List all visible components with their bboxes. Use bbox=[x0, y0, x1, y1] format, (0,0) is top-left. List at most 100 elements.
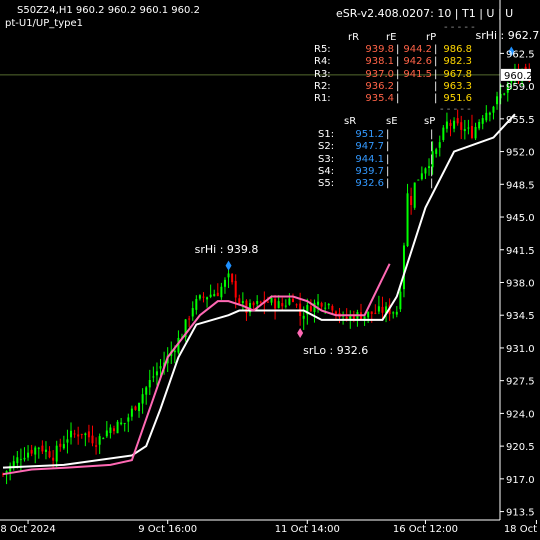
candle-body bbox=[492, 106, 495, 113]
candle-body bbox=[241, 301, 244, 304]
candle-body bbox=[159, 366, 162, 369]
price-tick-label: 959.0 bbox=[506, 82, 535, 93]
candle-body bbox=[195, 299, 198, 310]
candle-body bbox=[424, 168, 427, 174]
candle-body bbox=[334, 311, 337, 315]
price-tick-label: 927.5 bbox=[506, 377, 535, 388]
candle-body bbox=[105, 430, 108, 437]
resistance-row-label: R5: bbox=[314, 44, 331, 55]
candle-body bbox=[109, 427, 112, 434]
candle-body bbox=[223, 279, 226, 287]
candle-body bbox=[309, 306, 312, 312]
candle-body bbox=[238, 298, 241, 304]
swing-low-label: srLo : 932.6 bbox=[303, 343, 369, 357]
candle-body bbox=[252, 302, 255, 306]
resistance-header-rE: rE bbox=[386, 32, 397, 43]
support-row-label: S4: bbox=[318, 165, 335, 177]
candle-body bbox=[44, 449, 47, 452]
candle-body bbox=[12, 461, 15, 469]
candle-body bbox=[460, 122, 463, 130]
candle-body bbox=[234, 280, 237, 298]
support-row-label: S5: bbox=[318, 178, 335, 190]
resistance-rR-value: 938.1 bbox=[365, 56, 394, 68]
candle-body bbox=[406, 193, 409, 247]
table-separator: | bbox=[430, 178, 434, 190]
table-separator: | bbox=[434, 68, 438, 80]
candle-body bbox=[302, 315, 305, 319]
candle-body bbox=[191, 308, 194, 317]
price-tick-label: 962.5 bbox=[506, 49, 535, 60]
candle-body bbox=[52, 457, 55, 461]
candle-body bbox=[9, 465, 12, 472]
candle-body bbox=[506, 83, 509, 93]
candle-body bbox=[37, 447, 40, 449]
candle-body bbox=[127, 417, 130, 422]
candle-body bbox=[284, 305, 287, 307]
price-tick-label: 938.0 bbox=[506, 278, 535, 289]
resistance-row-label: R1: bbox=[314, 93, 331, 105]
candle-body bbox=[456, 118, 459, 124]
candle-body bbox=[134, 406, 137, 410]
candle-body bbox=[478, 121, 481, 129]
resistance-rE-value: 944.2 bbox=[403, 44, 432, 55]
candle-body bbox=[291, 298, 294, 303]
resistance-rR-value: 936.2 bbox=[365, 80, 394, 92]
current-price-box bbox=[501, 68, 531, 81]
time-tick-label: 16 Oct 12:00 bbox=[393, 524, 458, 535]
candle-body bbox=[220, 286, 223, 298]
trailing-stop-line bbox=[2, 113, 516, 469]
candle-body bbox=[59, 443, 62, 447]
symbol-info: S50Z24,H1 960.2 960.2 960.1 960.2 bbox=[17, 5, 200, 16]
candle-body bbox=[231, 273, 234, 283]
support-row-label: S1: bbox=[318, 129, 335, 140]
candle-body bbox=[524, 66, 527, 70]
candle-body bbox=[410, 196, 413, 206]
candle-body bbox=[23, 457, 26, 460]
dash-divider-top: - - - - - bbox=[444, 22, 475, 33]
candle-body bbox=[395, 311, 398, 315]
table-separator: | bbox=[430, 165, 434, 177]
table-separator: | bbox=[396, 80, 400, 92]
candle-body bbox=[62, 444, 65, 449]
candle-body bbox=[177, 337, 180, 353]
indicator-lines bbox=[2, 113, 516, 476]
candle-body bbox=[327, 303, 330, 306]
candle-body bbox=[198, 295, 201, 299]
candle-body bbox=[70, 430, 73, 438]
candle-body bbox=[216, 292, 219, 297]
resistance-rP-value: 982.3 bbox=[443, 56, 472, 68]
candle-body bbox=[91, 435, 94, 444]
candle-body bbox=[213, 294, 216, 297]
support-sR-value: 939.7 bbox=[355, 165, 384, 177]
support-row-label: S3: bbox=[318, 153, 335, 165]
resistance-rP-value: 986.8 bbox=[443, 44, 472, 55]
table-separator: | bbox=[430, 129, 434, 140]
candle-body bbox=[485, 112, 488, 121]
candle-body bbox=[87, 431, 90, 438]
resistance-rE-value: 941.5 bbox=[403, 68, 432, 80]
resistance-header-rR: rR bbox=[348, 32, 360, 43]
resistance-header-rP: rP bbox=[426, 32, 437, 43]
candle-body bbox=[499, 93, 502, 99]
resistance-rR-value: 935.4 bbox=[365, 93, 394, 105]
candle-body bbox=[435, 149, 438, 154]
candle-body bbox=[184, 319, 187, 338]
candle-body bbox=[488, 112, 491, 115]
candle-body bbox=[256, 301, 259, 304]
candle-body bbox=[277, 301, 280, 308]
candle-body bbox=[320, 303, 323, 307]
table-separator: | bbox=[434, 80, 438, 92]
candle-body bbox=[370, 311, 373, 314]
resistance-row-label: R3: bbox=[314, 68, 331, 80]
table-separator: | bbox=[430, 141, 434, 153]
support-sR-value: 932.6 bbox=[355, 178, 384, 190]
price-tick-label: 945.0 bbox=[506, 213, 535, 224]
price-tick-label: 948.5 bbox=[506, 180, 535, 191]
resistance-rP-value: 967.8 bbox=[443, 68, 472, 80]
support-sR-value: 951.2 bbox=[355, 129, 384, 140]
table-separator: | bbox=[396, 68, 400, 80]
table-separator: | bbox=[430, 153, 434, 165]
candle-body bbox=[173, 350, 176, 353]
